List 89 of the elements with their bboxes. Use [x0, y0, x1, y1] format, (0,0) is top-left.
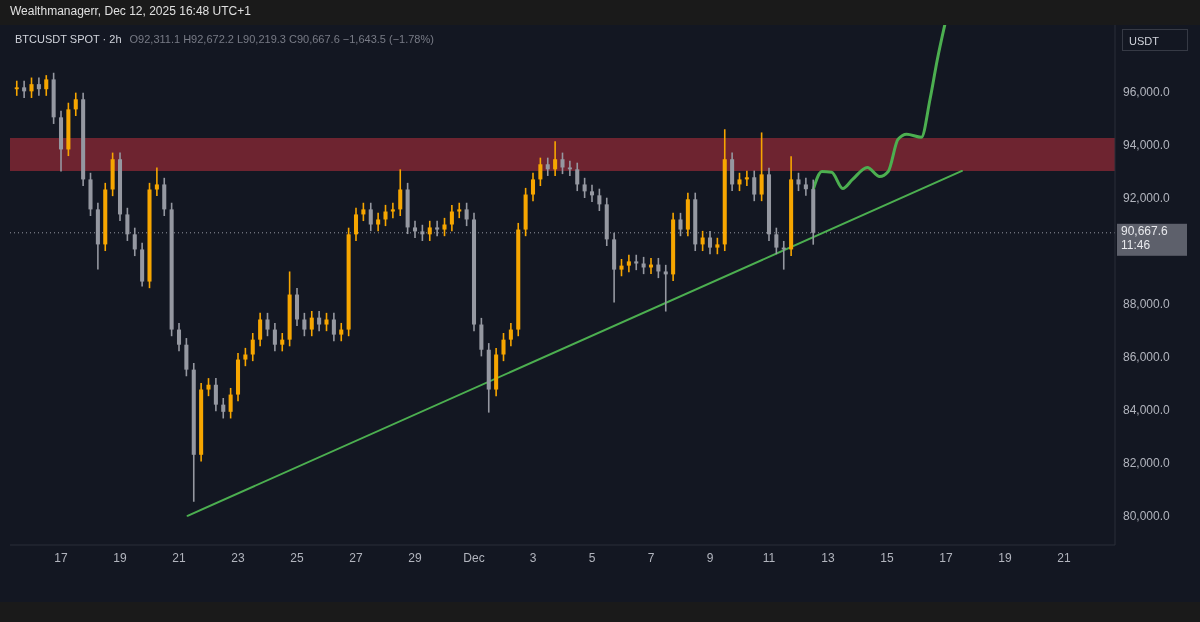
candlestick [361, 201, 366, 222]
candlestick [737, 171, 742, 192]
candlestick [707, 230, 713, 256]
candlestick [530, 171, 536, 202]
x-tick-label: 27 [349, 550, 363, 565]
candlestick [589, 183, 595, 203]
candlestick [14, 79, 19, 97]
y-tick-label: 92,000.0 [1123, 190, 1171, 205]
candlestick [752, 169, 757, 202]
x-tick-label: Dec [463, 550, 485, 565]
candlestick [442, 217, 447, 237]
candlestick [634, 253, 639, 271]
candlestick [176, 322, 182, 353]
x-tick-label: 11 [762, 550, 776, 565]
candlestick [383, 204, 388, 227]
y-tick-label: 82,000.0 [1123, 456, 1171, 471]
candlestick [339, 322, 344, 343]
candlestick [280, 332, 285, 353]
candlestick [398, 168, 403, 217]
x-tick-label: 15 [880, 550, 894, 565]
candlestick [29, 76, 34, 99]
text: Wealthmanagerr, Dec 12, 2025 16:48 UTC+1 [10, 4, 251, 18]
candlestick [376, 212, 381, 232]
candlestick [228, 387, 233, 420]
candlestick [464, 201, 469, 227]
candlestick [221, 397, 226, 420]
candlestick [427, 220, 432, 242]
candlestick [553, 140, 558, 177]
candlestick [582, 177, 587, 199]
candlestick [796, 171, 801, 192]
x-tick-label: 17 [54, 550, 68, 565]
x-tick-label: 7 [647, 550, 655, 565]
x-tick-label: 21 [172, 550, 186, 565]
candlestick [265, 312, 270, 337]
x-tick-label: 13 [821, 550, 835, 565]
y-tick-label: 80,000.0 [1123, 509, 1171, 524]
y-tick-label: 94,000.0 [1123, 137, 1171, 152]
candlestick [508, 322, 513, 348]
x-tick-label: 25 [290, 550, 304, 565]
y-tick-label: 84,000.0 [1123, 402, 1171, 417]
text: O92,311.1 H92,672.2 L90,219.3 C90,667.6 −1,643.5 (−1.78%) [129, 33, 434, 45]
candlestick [154, 166, 159, 197]
x-tick-label: 5 [588, 550, 596, 565]
candlestick [213, 377, 218, 413]
x-tick-label: 23 [231, 550, 245, 565]
y-tick-label: 88,000.0 [1123, 296, 1171, 311]
x-tick-label: 29 [408, 550, 422, 565]
candlestick [258, 312, 263, 348]
candlestick [803, 177, 808, 197]
candlestick [206, 377, 211, 397]
candlestick [317, 310, 322, 332]
text: USDT [1122, 29, 1188, 51]
candlestick [309, 310, 314, 337]
candlestick [560, 151, 565, 175]
x-tick-label: 21 [1057, 550, 1071, 565]
candlestick [538, 156, 543, 187]
candlestick [663, 264, 668, 313]
x-tick-label: 19 [998, 550, 1012, 565]
x-tick-label: 19 [113, 550, 127, 565]
candlestick [272, 322, 277, 353]
candlestick [132, 226, 137, 257]
candlestick [243, 347, 248, 367]
candlestick [331, 312, 336, 343]
candlestick [353, 207, 359, 242]
x-tick-label: 9 [706, 550, 714, 565]
candlestick [22, 79, 27, 99]
ref-line-label: 90,667.6 11:46 [1121, 223, 1169, 252]
candlestick [597, 187, 602, 212]
candlestick [567, 160, 572, 177]
candlestick [575, 161, 580, 192]
candlestick [390, 201, 395, 219]
line-series [811, 25, 947, 191]
candlestick [449, 204, 454, 232]
candlestick [36, 76, 41, 97]
candlestick [73, 91, 78, 117]
candlestick [545, 156, 550, 177]
y-tick-label: 86,000.0 [1123, 349, 1171, 364]
x-tick-label: 3 [529, 550, 537, 565]
y-tick-label: 96,000.0 [1123, 84, 1171, 99]
candlestick [324, 312, 329, 332]
candlestick [501, 332, 506, 362]
candlestick [44, 74, 49, 97]
candlestick [412, 220, 418, 239]
candlestick [302, 312, 307, 337]
candlestick [759, 131, 764, 202]
candlestick [250, 332, 255, 362]
text: BTCUSDT SPOT · 2h [15, 33, 122, 45]
x-tick-label: 17 [939, 550, 953, 565]
candlestick [457, 201, 462, 219]
